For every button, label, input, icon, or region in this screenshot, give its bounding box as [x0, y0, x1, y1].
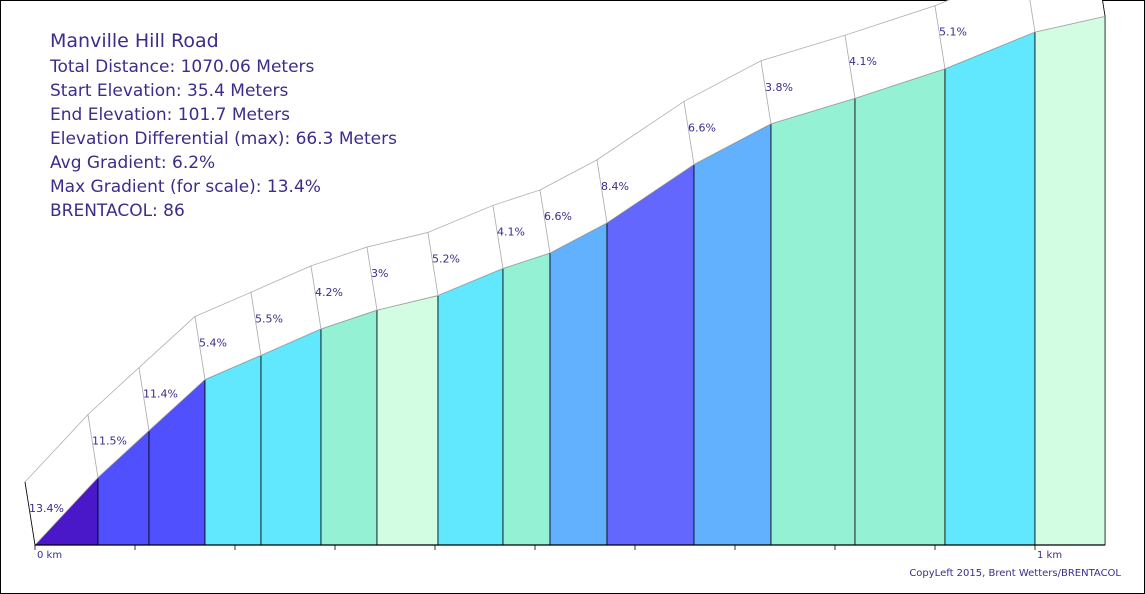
segment-gradient-label: 11.5% [92, 434, 127, 447]
max-gradient: Max Gradient (for scale): 13.4% [50, 177, 321, 197]
x-tick-label: 1 km [1037, 550, 1062, 561]
elevation-differential: Elevation Differential (max): 66.3 Meter… [50, 129, 397, 149]
segment-bar [549, 222, 608, 546]
brentacol-score: BRENTACOL: 86 [50, 201, 185, 221]
segment-gradient-label: 4.1% [849, 55, 877, 68]
segment-bar [204, 354, 262, 546]
total-distance: Total Distance: 1070.06 Meters [50, 57, 315, 77]
segment-gradient-label: 5.1% [939, 26, 967, 39]
segment-gradient-label: 4.2% [315, 286, 343, 299]
segment-label-band [1029, 0, 1106, 33]
distance-axis: 0 km 1 km [34, 544, 1106, 561]
gradient-segments [34, 15, 1106, 546]
segment-gradient-label: 3.8% [765, 81, 793, 94]
segment-bar [320, 309, 378, 546]
segment-bar [437, 267, 504, 546]
segment-gradient-label: 2.8% [1029, 0, 1057, 2]
segment-gradient-label: 5.2% [432, 252, 460, 265]
segment-gradient-label: 13.4% [29, 502, 64, 515]
segment-bar [944, 31, 1036, 546]
x-tick-label: 0 km [37, 550, 62, 561]
segment-bar [1034, 15, 1106, 546]
band-end-edge [1102, 0, 1106, 17]
segment-gradient-label: 5.5% [255, 312, 283, 325]
copyleft-credit: CopyLeft 2015, Brent Wetters/BRENTACOL [909, 568, 1121, 579]
segment-gradient-label: 6.6% [544, 210, 572, 223]
start-elevation: Start Elevation: 35.4 Meters [50, 81, 289, 101]
segment-gradient-label: 8.4% [601, 180, 629, 193]
segment-bar [502, 252, 551, 546]
segment-label-band [934, 0, 1036, 70]
chart-title: Manville Hill Road [50, 30, 219, 52]
segment-gradient-label: 4.1% [497, 225, 525, 238]
segment-gradient-label: 6.6% [688, 121, 716, 134]
segment-bar [260, 328, 322, 546]
end-elevation: End Elevation: 101.7 Meters [50, 105, 290, 125]
segment-bar [376, 294, 439, 546]
segment-gradient-label: 11.4% [143, 388, 178, 401]
segment-bar [854, 68, 946, 546]
segment-bar [606, 163, 695, 546]
avg-gradient: Avg Gradient: 6.2% [50, 153, 216, 173]
segment-bar [770, 97, 856, 546]
band-start-edge [24, 481, 36, 546]
gradient-label-band: 13.4% 11.5% 11.4% 5.4% 5.5% 4.2% 3% 5.2% 4.1% 6.6… [24, 0, 1106, 546]
segment-bar [693, 123, 772, 546]
segment-gradient-label: 3% [371, 267, 388, 280]
segment-gradient-label: 5.4% [199, 336, 227, 349]
